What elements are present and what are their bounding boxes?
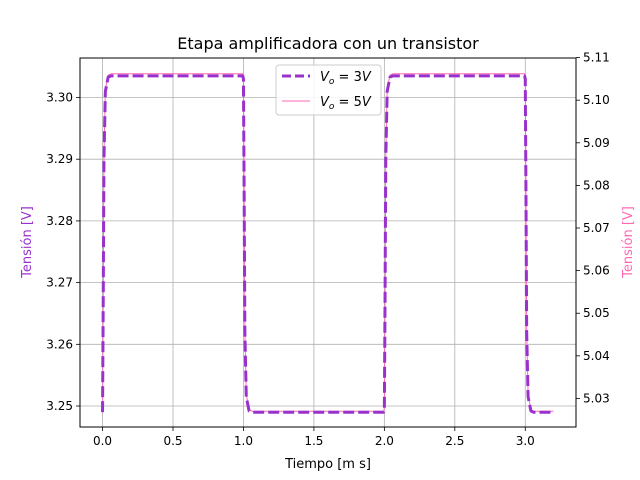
x-tick-label: 0.5 <box>163 434 182 448</box>
y-axis-left-label: Tensión [V] <box>20 206 35 279</box>
legend: Vo = 3V Vo = 5V <box>275 64 382 116</box>
x-tick-label: 2.0 <box>375 434 394 448</box>
y-axis-right-label: Tensión [V] <box>621 206 636 279</box>
y-right-tick-label: 5.06 <box>583 264 610 278</box>
legend-label-vo-5v: Vo = 5V <box>320 95 372 112</box>
y-right-tick-label: 5.03 <box>583 391 610 405</box>
x-tick-label: 2.5 <box>445 434 464 448</box>
y-right-tick-label: 5.05 <box>583 306 610 320</box>
y-axis-right: 5.03 5.04 5.05 5.06 5.07 5.08 5.09 5.10 5.11 <box>576 51 610 405</box>
y-right-tick-label: 5.07 <box>583 221 610 235</box>
y-left-tick-label: 3.28 <box>46 214 73 228</box>
x-tick-label: 1.0 <box>234 434 253 448</box>
y-left-tick-label: 3.26 <box>46 337 73 351</box>
chart-title: Etapa amplificadora con un transistor <box>177 34 479 53</box>
plot-lines <box>101 73 554 414</box>
y-right-tick-label: 5.08 <box>583 178 610 192</box>
x-tick-label: 1.5 <box>304 434 323 448</box>
y-axis-left: 3.25 3.26 3.27 3.28 3.29 3.30 <box>46 90 80 413</box>
plot-frame <box>79 57 577 428</box>
x-tick-label: 3.0 <box>516 434 535 448</box>
y-right-tick-label: 5.04 <box>583 349 610 363</box>
x-axis: 0.0 0.5 1.0 1.5 2.0 2.5 3.0 <box>93 427 535 448</box>
y-right-tick-label: 5.10 <box>583 93 610 107</box>
y-right-tick-label: 5.09 <box>583 136 610 150</box>
y-left-tick-label: 3.27 <box>46 276 73 290</box>
y-left-tick-label: 3.30 <box>46 90 73 104</box>
y-left-tick-label: 3.25 <box>46 399 73 413</box>
x-tick-label: 0.0 <box>93 434 112 448</box>
x-axis-label: Tiempo [m s] <box>284 457 371 472</box>
legend-label-vo-3v: Vo = 3V <box>320 70 372 87</box>
y-left-tick-label: 3.29 <box>46 152 73 166</box>
y-right-tick-label: 5.11 <box>583 51 610 65</box>
series-line-vo-3v <box>101 74 554 414</box>
